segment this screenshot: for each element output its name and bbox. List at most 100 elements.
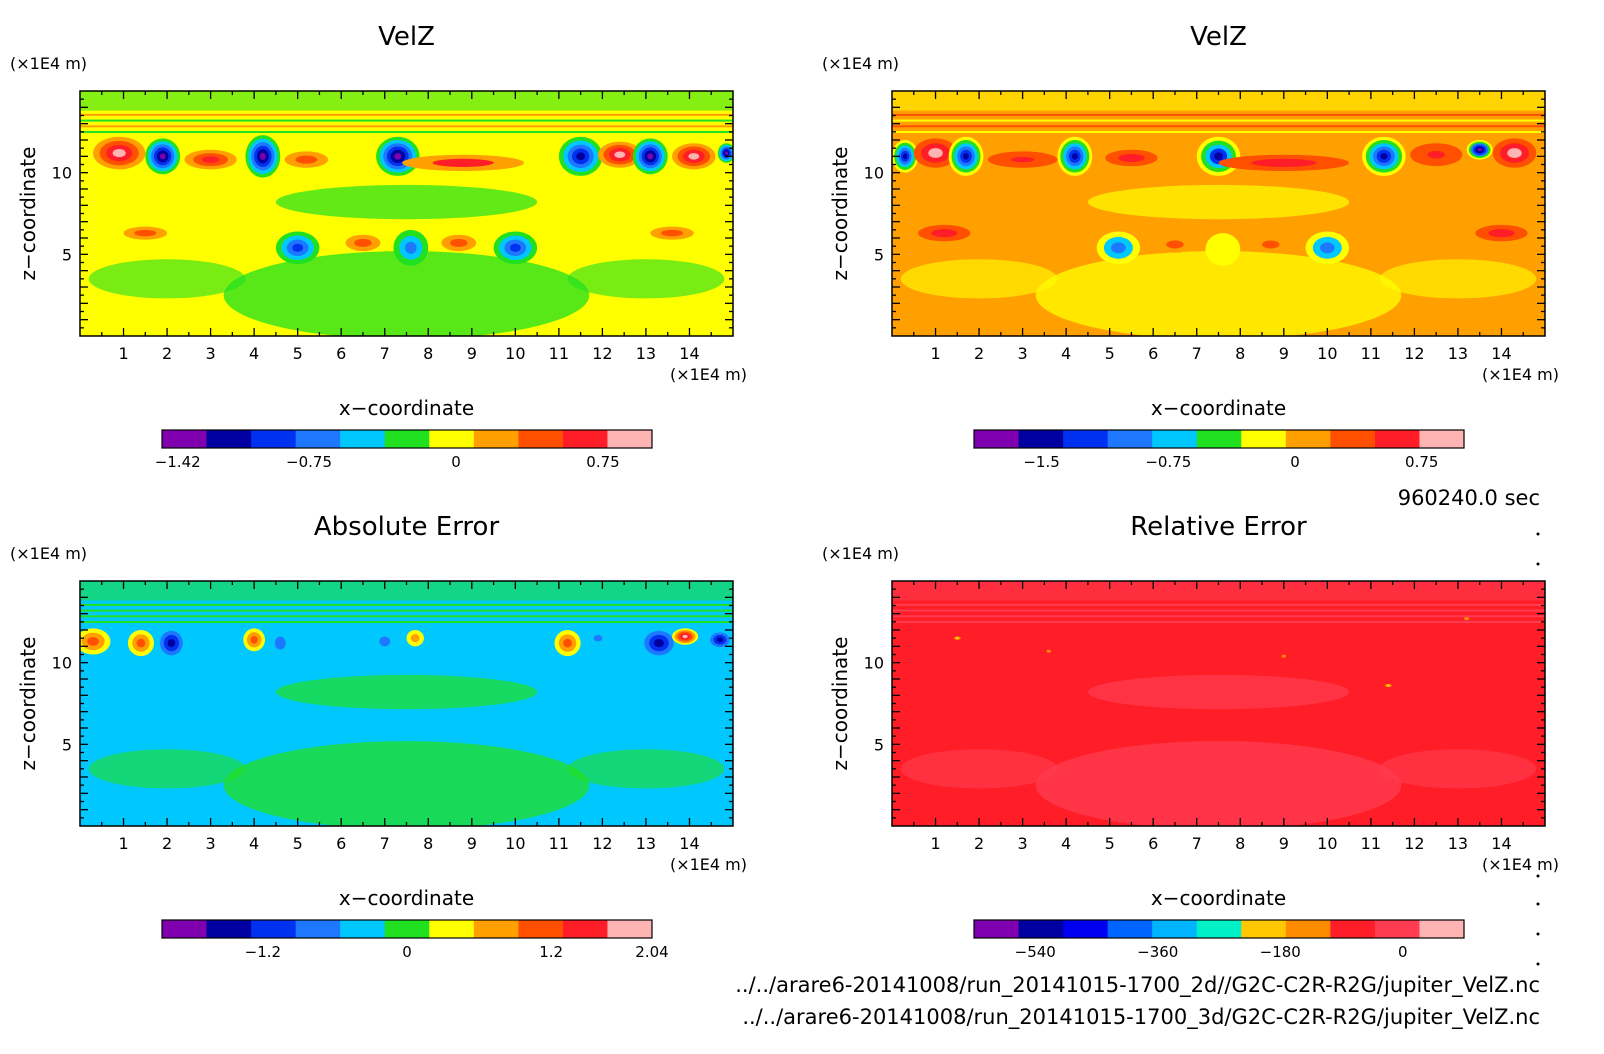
colorbar-segment bbox=[162, 430, 208, 448]
x-tick-label: 5 bbox=[293, 344, 303, 363]
contour-level bbox=[1111, 242, 1126, 254]
x-axis-label: x−coordinate bbox=[339, 886, 474, 910]
lower-region bbox=[567, 259, 725, 299]
colorbar-tick-label: −1.2 bbox=[245, 943, 281, 961]
colorbar-segment bbox=[429, 920, 475, 938]
top-stripe bbox=[892, 603, 1545, 606]
colorbar-segment bbox=[1018, 430, 1064, 448]
x-tick-label: 8 bbox=[423, 344, 433, 363]
x-tick-label: 6 bbox=[336, 834, 346, 853]
contour-level bbox=[410, 634, 420, 643]
contour-level bbox=[1488, 229, 1515, 238]
colorbar-tick-label: 0 bbox=[1398, 943, 1408, 961]
x-tick-label: 14 bbox=[679, 834, 699, 853]
colorbar-tick-label: 1.2 bbox=[539, 943, 563, 961]
x-tick-label: 12 bbox=[592, 344, 612, 363]
colorbar-tick-label: −180 bbox=[1260, 943, 1301, 961]
contour-level bbox=[1205, 233, 1241, 266]
contour-level bbox=[1214, 152, 1223, 161]
top-stripe bbox=[80, 609, 733, 612]
y-axis-label: z−coordinate bbox=[828, 637, 852, 771]
x-tick-label: 4 bbox=[1061, 834, 1071, 853]
colorbar-segment bbox=[1374, 920, 1420, 938]
colorbar-segment bbox=[1241, 430, 1287, 448]
contour-level bbox=[432, 158, 494, 167]
contour-level bbox=[1071, 153, 1078, 160]
chart-title: Absolute Error bbox=[314, 512, 500, 542]
colorbar-segment bbox=[429, 430, 475, 448]
x-tick-label: 6 bbox=[1148, 344, 1158, 363]
contour-level bbox=[931, 229, 958, 238]
top-stripe bbox=[892, 131, 1545, 134]
y-axis-label: z−coordinate bbox=[16, 147, 40, 281]
contour-level bbox=[1281, 654, 1286, 658]
y-unit-label: (×1E4 m) bbox=[822, 54, 899, 73]
contour-level bbox=[576, 152, 585, 161]
x-tick-label: 3 bbox=[206, 834, 216, 853]
contour-level bbox=[1251, 158, 1317, 167]
colorbar-segment bbox=[562, 920, 608, 938]
colorbar-tick-label: −0.75 bbox=[1145, 453, 1191, 471]
contour-level bbox=[724, 151, 728, 155]
contour-level bbox=[509, 243, 521, 252]
top-stripe bbox=[80, 603, 733, 606]
x-tick-label: 4 bbox=[1061, 344, 1071, 363]
edge-dot bbox=[1536, 874, 1540, 878]
edge-markers bbox=[1536, 532, 1540, 966]
top-stripe bbox=[80, 113, 733, 116]
colorbar-segment bbox=[974, 920, 1020, 938]
top-stripe bbox=[80, 131, 733, 134]
y-tick-label: 10 bbox=[52, 164, 72, 183]
y-tick-label: 10 bbox=[864, 164, 884, 183]
contour-level bbox=[136, 638, 146, 648]
colorbar-segment bbox=[251, 920, 297, 938]
colorbar-segment bbox=[518, 920, 564, 938]
colorbar-segment bbox=[162, 920, 208, 938]
contour-level bbox=[87, 637, 99, 646]
colorbar-segment bbox=[1107, 430, 1153, 448]
x-tick-label: 9 bbox=[467, 344, 477, 363]
colorbar-tick-label: 0 bbox=[451, 453, 461, 471]
colorbar-segment bbox=[384, 430, 430, 448]
x-tick-label: 6 bbox=[336, 344, 346, 363]
colorbar: −1.5 −0.75 0 0.75 bbox=[973, 429, 1465, 471]
colorbar-segment bbox=[1152, 430, 1198, 448]
x-tick-label: 1 bbox=[118, 344, 128, 363]
x-tick-label: 11 bbox=[549, 344, 569, 363]
colorbar-segment bbox=[1241, 920, 1287, 938]
x-tick-label: 3 bbox=[1018, 344, 1028, 363]
colorbar-tick-label: 2.04 bbox=[635, 943, 668, 961]
contour-level bbox=[1507, 148, 1522, 158]
lower-region bbox=[900, 749, 1058, 789]
edge-dot bbox=[1536, 932, 1540, 936]
top-band bbox=[80, 91, 733, 111]
x-axis-label: x−coordinate bbox=[339, 396, 474, 420]
contour-field bbox=[892, 581, 1545, 826]
colorbar-tick-label: −540 bbox=[1015, 943, 1056, 961]
colorbar-tick-label: −1.42 bbox=[155, 453, 201, 471]
lower-region bbox=[1379, 749, 1537, 789]
top-stripe bbox=[80, 125, 733, 128]
x-axis-label: x−coordinate bbox=[1151, 886, 1286, 910]
lower-region bbox=[1035, 741, 1402, 826]
x-tick-label: 8 bbox=[423, 834, 433, 853]
colorbar-segment bbox=[340, 920, 386, 938]
colorbar-segment bbox=[340, 430, 386, 448]
colorbar-segment bbox=[251, 430, 297, 448]
contour-level bbox=[593, 634, 603, 642]
contour-level bbox=[1046, 649, 1051, 653]
contour-level bbox=[112, 148, 126, 158]
y-unit-label: (×1E4 m) bbox=[10, 54, 87, 73]
colorbar-segment bbox=[1285, 920, 1331, 938]
contour-field bbox=[80, 91, 733, 336]
top-band bbox=[80, 581, 733, 601]
x-tick-label: 7 bbox=[380, 344, 390, 363]
y-tick-label: 5 bbox=[62, 735, 72, 754]
contour-level bbox=[167, 638, 176, 648]
lower-region bbox=[223, 741, 590, 826]
x-tick-label: 14 bbox=[1491, 834, 1511, 853]
contour-level bbox=[201, 156, 220, 163]
x-tick-label: 9 bbox=[467, 834, 477, 853]
